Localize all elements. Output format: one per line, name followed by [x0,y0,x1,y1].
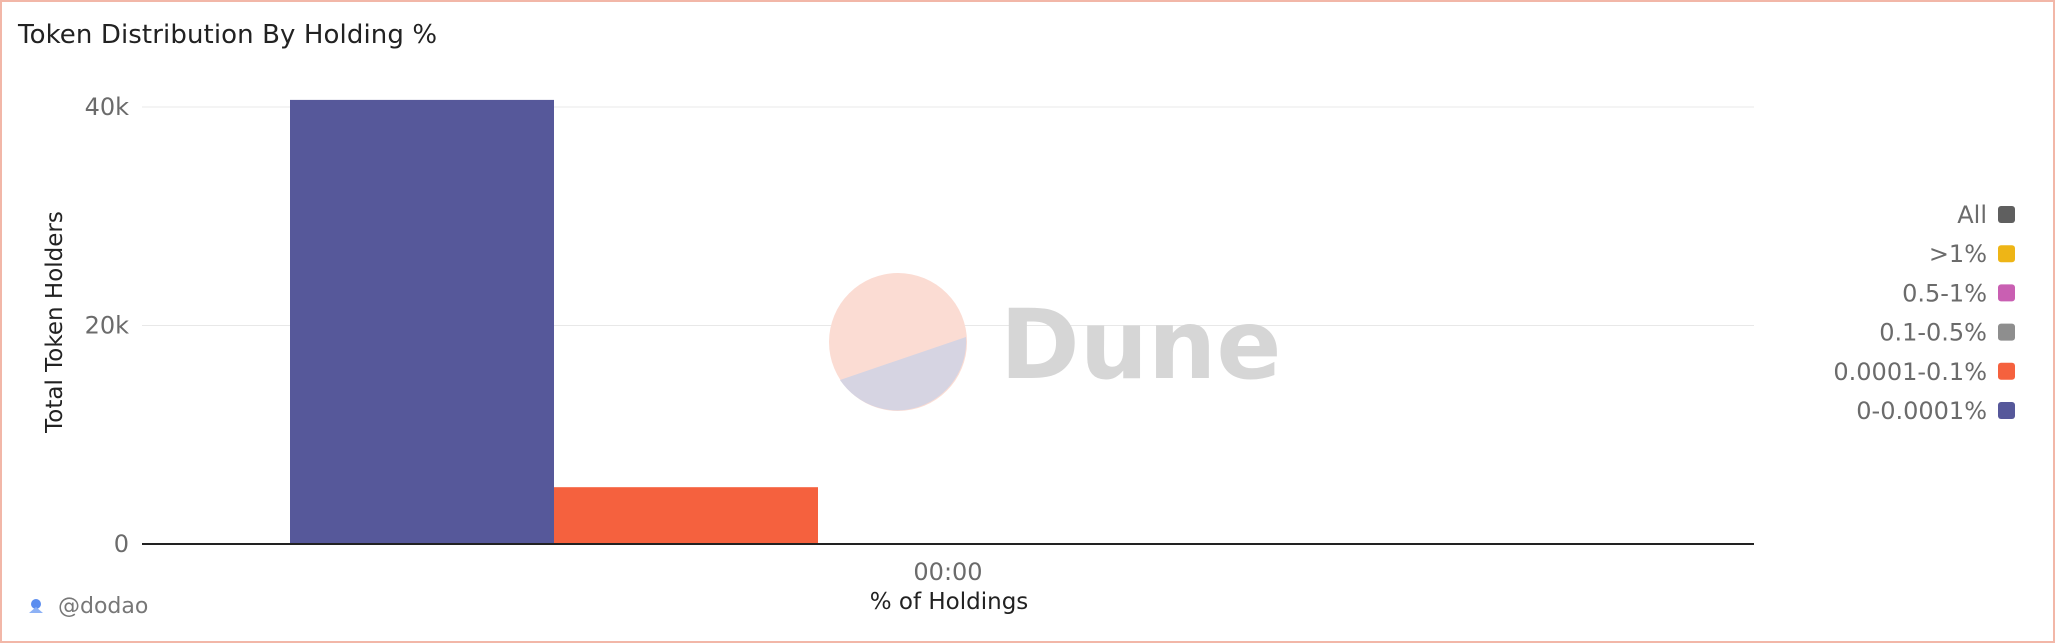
legend-item[interactable]: 0-0.0001% [1856,397,2015,425]
legend-item[interactable]: >1% [1929,240,2015,268]
legend: All >1% 0.5-1% 0.1-0.5% 0.0001-0.1% 0-0.0001% [1833,201,2015,425]
legend-label: >1% [1929,240,1987,268]
legend-label: 0.0001-0.1% [1833,358,1987,386]
x-tick-label: 00:00 [913,558,982,586]
legend-item[interactable]: 0.5-1% [1902,279,2015,307]
x-axis-label: % of Holdings [870,589,1029,615]
y-tick-label: 20k [85,312,130,340]
watermark-text: Dune [1000,289,1281,401]
dodao-logo-icon [29,598,43,613]
legend-label: 0.5-1% [1902,279,1987,307]
legend-item[interactable]: 0.0001-0.1% [1833,358,2015,386]
legend-swatch [1998,206,2015,223]
y-axis-label: Total Token Holders [42,211,68,434]
bar-0.0001-0.1%[interactable] [554,487,818,544]
legend-label: All [1957,201,1987,229]
y-tick-label: 0 [114,530,129,558]
y-tick-label: 40k [85,93,130,121]
x-tick-labels: 00:00 [913,558,982,586]
y-tick-labels: 0 20k 40k [85,93,130,558]
footer: @dodao [26,594,148,619]
legend-swatch [1998,362,2015,380]
legend-label: 0-0.0001% [1856,397,1987,425]
legend-swatch [1998,402,2015,419]
chart-title: Token Distribution By Holding % [18,20,438,50]
legend-label: 0.1-0.5% [1879,319,1987,347]
bar-0-0.0001%[interactable] [290,99,554,545]
legend-swatch [1998,284,2015,302]
bars [290,99,1082,545]
footer-handle: @dodao [58,594,149,619]
legend-item[interactable]: All [1957,201,2015,229]
legend-item[interactable]: 0.1-0.5% [1879,319,2015,347]
watermark: Dune [829,273,1281,411]
legend-swatch [1998,245,2015,263]
legend-swatch [1998,323,2015,341]
watermark-logo-bottom [840,337,967,411]
